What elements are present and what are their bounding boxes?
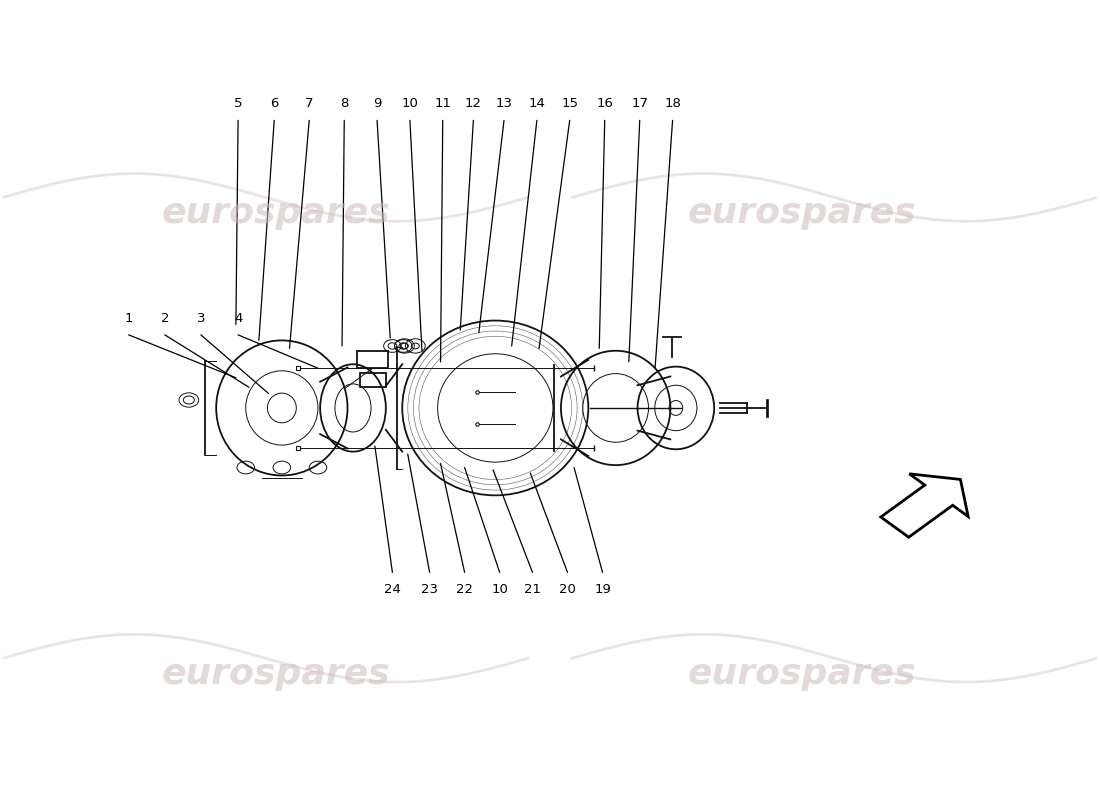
Bar	[358, 350, 388, 368]
Text: eurospares: eurospares	[162, 657, 390, 691]
Text: 10: 10	[492, 582, 508, 596]
Text: 13: 13	[495, 97, 513, 110]
Text: 7: 7	[305, 97, 314, 110]
Text: 4: 4	[234, 311, 242, 325]
Text: eurospares: eurospares	[162, 196, 390, 230]
Text: 8: 8	[340, 97, 349, 110]
Text: 17: 17	[631, 97, 648, 110]
Text: 20: 20	[559, 582, 576, 596]
Text: 9: 9	[373, 97, 382, 110]
Text: 11: 11	[434, 97, 451, 110]
Text: 2: 2	[161, 311, 169, 325]
Text: 1: 1	[124, 311, 133, 325]
Text: 19: 19	[594, 582, 610, 596]
Text: 5: 5	[234, 97, 242, 110]
Text: 10: 10	[402, 97, 418, 110]
Text: 22: 22	[456, 582, 473, 596]
Text: 18: 18	[664, 97, 681, 110]
Bar	[360, 374, 386, 387]
Text: 12: 12	[465, 97, 482, 110]
Text: 23: 23	[421, 582, 438, 596]
Text: 16: 16	[596, 97, 613, 110]
Text: 6: 6	[270, 97, 278, 110]
Text: 3: 3	[197, 311, 205, 325]
Text: 14: 14	[528, 97, 546, 110]
Text: 15: 15	[561, 97, 579, 110]
Text: eurospares: eurospares	[688, 657, 916, 691]
Text: 21: 21	[524, 582, 541, 596]
Polygon shape	[881, 474, 968, 538]
Text: 24: 24	[384, 582, 400, 596]
Text: eurospares: eurospares	[688, 196, 916, 230]
